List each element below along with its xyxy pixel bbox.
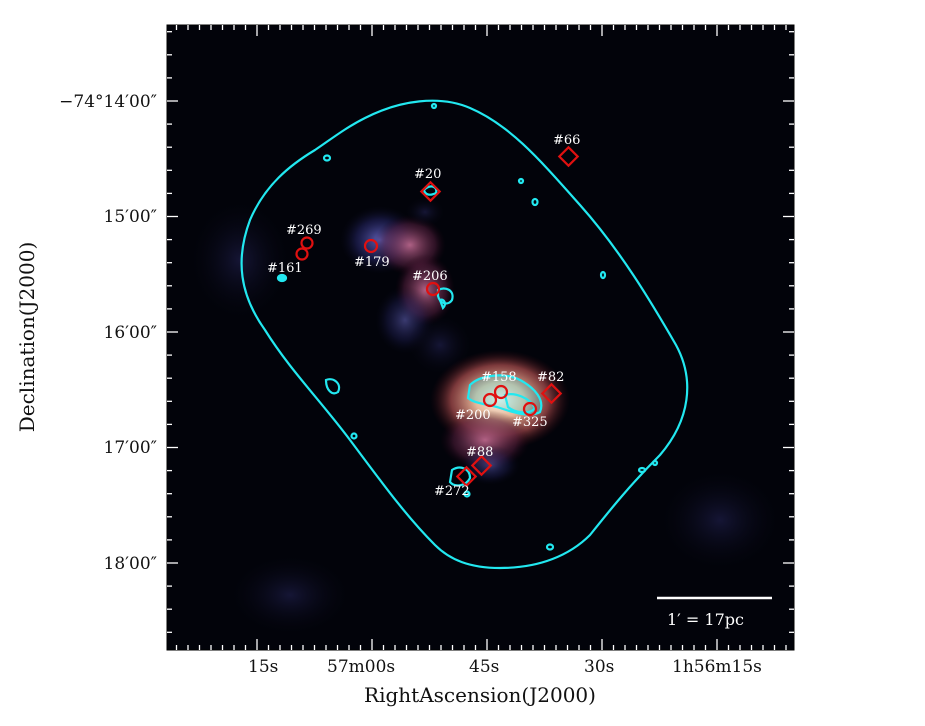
y-tick-label: 17′00″ [104,438,157,458]
scale-bar: 1′ = 17pc [657,596,772,629]
marker-88 [470,454,493,477]
x-tick-label: 57m00s [327,657,395,677]
label-272: #272 [434,484,470,499]
y-tick-labels: −74°14′00″ 15′00″ 16′00″ 17′00″ 18′00″ [59,92,157,574]
x-tick-label: 1h56m15s [672,657,762,677]
scale-bar-label: 1′ = 17pc [667,610,744,629]
label-66: #66 [553,133,580,148]
label-20: #20 [414,167,441,182]
marker-20 [419,180,442,203]
x-tick-label: 45s [469,657,499,677]
label-88: #88 [466,445,493,460]
label-325: #325 [512,415,548,430]
y-axis-title: Declination(J2000) [15,242,39,433]
marker-272 [455,465,478,488]
marker-200 [482,392,498,408]
source-markers [295,145,580,488]
label-206: #206 [412,269,448,284]
label-200: #200 [455,408,491,423]
label-158: #158 [481,370,517,385]
marker-158 [493,384,509,400]
marker-269 [300,236,314,250]
label-179: #179 [354,255,390,270]
y-tick-label: 18′00″ [104,554,157,574]
label-82: #82 [537,370,564,385]
marker-325 [522,401,538,417]
marker-179 [363,238,379,254]
marker-66 [557,145,580,168]
marker-206 [425,281,441,297]
marker-161 [295,247,309,261]
label-269: #269 [286,223,322,238]
plot-frame [166,24,795,651]
label-161: #161 [267,261,303,276]
sky-image [167,25,794,650]
marker-82 [540,382,563,405]
x-axis-title: RightAscension(J2000) [364,683,596,707]
y-tick-label: 16′00″ [104,323,157,343]
source-labels: #66 #20 #269 #179 #161 #206 #158 #82 #20… [267,133,580,499]
y-tick-label: −74°14′00″ [59,92,157,112]
outer-contour [240,99,689,570]
x-tick-label: 30s [584,657,614,677]
x-tick-label: 15s [248,657,278,677]
y-tick-label: 15′00″ [104,207,157,227]
x-tick-labels: 15s 57m00s 45s 30s 1h56m15s [248,657,762,677]
contours [240,99,689,570]
